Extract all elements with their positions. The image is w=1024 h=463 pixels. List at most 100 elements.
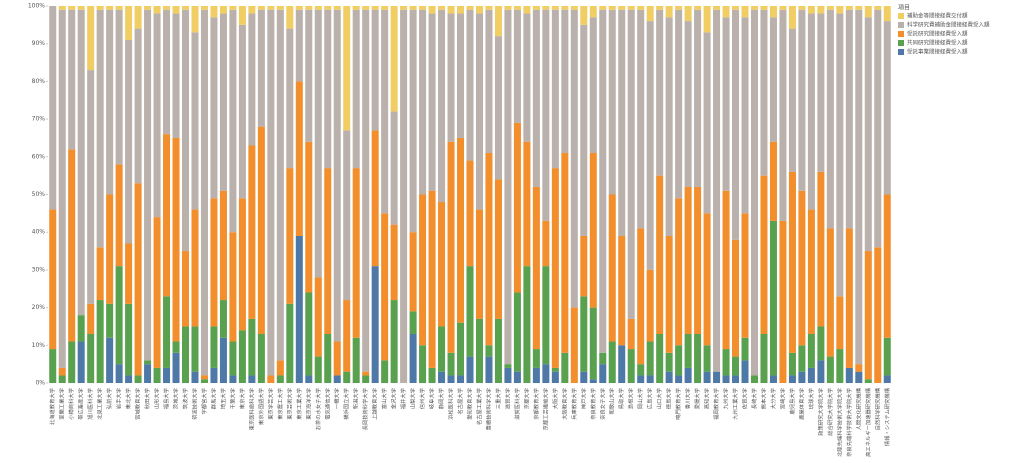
- bar-segment: [134, 183, 142, 376]
- x-tick-label: 総合研究大学院大学: [826, 388, 834, 436]
- bar-segment: [314, 356, 322, 383]
- bar-segment: [77, 9, 85, 316]
- bar-segment: [466, 266, 474, 357]
- bar-segment: [475, 318, 483, 383]
- x-tick-label: 名古屋大学: [456, 388, 464, 415]
- bar-segment: [106, 9, 114, 195]
- bar-segment: [779, 6, 787, 10]
- x-tick-label: 九州大学: [722, 388, 730, 409]
- bar-segment: [191, 326, 199, 372]
- bar-segment: [684, 333, 692, 368]
- x-tick-label: 北海道教育大学: [48, 388, 56, 425]
- bar-segment: [845, 228, 853, 368]
- x-tick-label: 福島大学: [162, 388, 170, 409]
- bar-segment: [210, 6, 218, 18]
- bar-segment: [684, 367, 692, 383]
- x-tick-label: 高知大学: [703, 388, 711, 409]
- bar-segment: [447, 375, 455, 383]
- bar-segment: [87, 6, 95, 71]
- bar-segment: [229, 9, 237, 233]
- x-tick-label: 香川大学: [684, 388, 692, 409]
- bar-segment: [589, 307, 597, 380]
- bar-segment: [371, 130, 379, 267]
- bar-segment: [703, 371, 711, 383]
- bar-segment: [409, 6, 417, 10]
- bar-segment: [817, 6, 825, 14]
- bar-segment: [874, 9, 882, 248]
- x-tick-label: 徳島大学: [665, 388, 673, 409]
- bar-segment: [163, 367, 171, 383]
- legend-swatch: [898, 49, 904, 55]
- bar-segment: [343, 130, 351, 301]
- x-tick-label: 宇都宮大学: [200, 388, 208, 415]
- bar-segment: [276, 360, 284, 376]
- bar-segment: [371, 266, 379, 383]
- bar-segment: [324, 333, 332, 383]
- bar-segment: [286, 28, 294, 169]
- bar-segment: [106, 337, 114, 383]
- bar-segment: [589, 6, 597, 18]
- bar-segment: [267, 9, 275, 376]
- bar-segment: [580, 6, 588, 25]
- bar-segment: [675, 375, 683, 383]
- bar-segment: [181, 6, 190, 10]
- bar-segment: [238, 198, 246, 331]
- bar-segment: [684, 21, 692, 187]
- bar-segment: [599, 6, 607, 10]
- bar-segment: [352, 9, 360, 169]
- bar-segment: [371, 6, 379, 10]
- x-tick-label: 東京大学: [238, 388, 246, 409]
- bar-segment: [523, 6, 531, 14]
- bar-segment: [144, 364, 152, 383]
- bar-segment: [684, 6, 692, 22]
- bar-segment: [760, 9, 768, 176]
- x-tick-label: 新潟大学: [352, 388, 360, 409]
- bar-segment: [788, 375, 796, 383]
- x-tick-label: 奈良女子大学: [598, 388, 606, 420]
- bar-segment: [428, 190, 436, 368]
- bar-segment: [836, 349, 844, 383]
- bar-segment: [807, 13, 815, 210]
- y-tick-label: 10%: [32, 342, 46, 349]
- bar-segment: [826, 228, 834, 357]
- bar-segment: [665, 371, 673, 383]
- bar-segment: [475, 13, 483, 210]
- bar-segment: [400, 9, 408, 384]
- bar-segment: [807, 367, 815, 383]
- bar-segment: [210, 326, 218, 368]
- bar-segment: [608, 6, 616, 10]
- bar-segment: [115, 6, 123, 10]
- bar-segment: [68, 6, 76, 10]
- bar-segment: [106, 303, 114, 338]
- legend-swatch: [898, 40, 904, 46]
- bar-segment: [855, 6, 863, 10]
- x-tick-label: 電気通信大学: [323, 388, 331, 420]
- bar-segment: [390, 224, 398, 301]
- bar-segment: [210, 367, 218, 383]
- bar-segment: [561, 153, 569, 353]
- bar-segment: [485, 9, 493, 154]
- bar-segment: [447, 141, 455, 353]
- x-tick-label: 東京海洋大学: [304, 388, 312, 420]
- y-tick-label: 60%: [32, 153, 46, 160]
- bar-segment: [362, 371, 370, 376]
- bar-segment: [333, 6, 341, 10]
- bar-segment: [750, 375, 759, 383]
- bar-segment: [732, 239, 740, 357]
- bar-segment: [343, 6, 351, 131]
- bar-segment: [675, 9, 683, 199]
- bar-segment: [181, 251, 190, 327]
- bar-segment: [106, 6, 114, 10]
- x-tick-label: 旭川医科大学: [86, 388, 94, 420]
- bar-segment: [295, 81, 303, 236]
- bar-segment: [457, 13, 465, 138]
- bar-segment: [229, 6, 237, 10]
- x-tick-label: 北見工業大学: [96, 388, 104, 420]
- bar-segment: [191, 371, 199, 383]
- bar-segment: [457, 6, 465, 14]
- bar-segment: [646, 375, 654, 383]
- bar-segment: [172, 341, 180, 353]
- bar-segment: [570, 307, 578, 383]
- x-tick-label: 東京医科歯科大学: [247, 388, 255, 430]
- x-tick-label: 東京工業大学: [295, 388, 303, 420]
